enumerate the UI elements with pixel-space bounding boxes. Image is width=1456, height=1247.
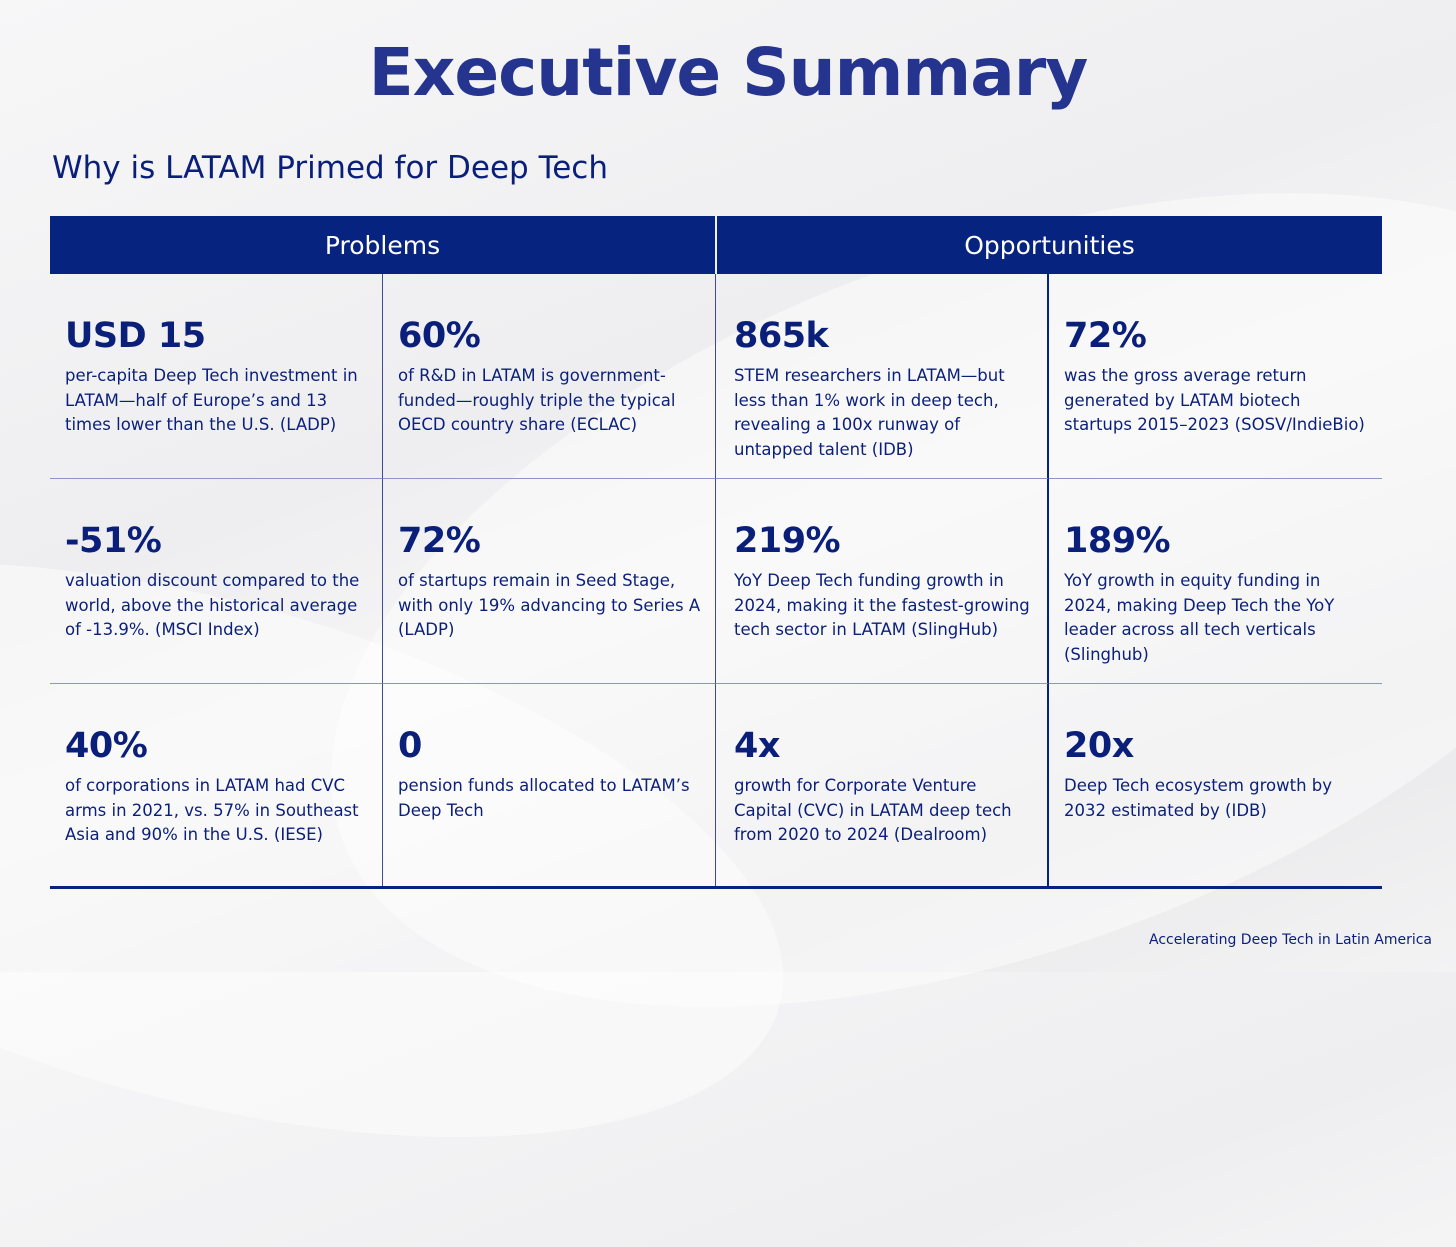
stat-value: 60% [398,316,481,356]
stat-value: -51% [65,521,162,561]
summary-grid: USD 15 per-capita Deep Tech investment in… [50,274,1382,889]
stat-description: valuation discount compared to the world… [65,571,360,639]
stat-description: YoY Deep Tech funding growth in 2024, ma… [734,571,1030,639]
stat-value: 0 [398,726,422,766]
stat-value: 865k [734,316,829,356]
stat-cell: 219% YoY Deep Tech funding growth in 2024… [716,479,1049,684]
stat-cell: USD 15 per-capita Deep Tech investment in… [50,274,383,479]
stat-cell: 72% of startups remain in Seed Stage, wit… [383,479,716,684]
stat-cell: 40% of corporations in LATAM had CVC arms… [50,684,383,886]
opportunities-header: Opportunities [717,216,1382,274]
stat-description: pension funds allocated to LATAM’s Deep … [398,776,690,820]
problems-header: Problems [50,216,715,274]
stat-cell: 189% YoY growth in equity funding in 2024… [1049,479,1382,684]
stat-description: per-capita Deep Tech investment in LATAM… [65,366,358,434]
footer-tagline: Accelerating Deep Tech in Latin America [1149,932,1432,948]
stat-value: 72% [1064,316,1147,356]
stat-cell: 20x Deep Tech ecosystem growth by 2032 es… [1049,684,1382,886]
stat-description: growth for Corporate Venture Capital (CV… [734,776,1012,844]
stat-cell: 60% of R&D in LATAM is government-funded—… [383,274,716,479]
stat-cell: -51% valuation discount compared to the w… [50,479,383,684]
stat-value: 4x [734,726,780,766]
stat-value: USD 15 [65,316,206,356]
stat-value: 219% [734,521,841,561]
page-subtitle: Why is LATAM Primed for Deep Tech [52,150,609,186]
stat-description: of startups remain in Seed Stage, with o… [398,571,701,639]
stat-cell: 72% was the gross average return generate… [1049,274,1382,479]
stat-description: of corporations in LATAM had CVC arms in… [65,776,359,844]
stat-value: 40% [65,726,148,766]
stat-cell: 4x growth for Corporate Venture Capital (… [716,684,1049,886]
stat-description: of R&D in LATAM is government-funded—rou… [398,366,676,434]
stat-value: 189% [1064,521,1171,561]
stat-description: STEM researchers in LATAM—but less than … [734,366,1005,459]
stat-cell: 865k STEM researchers in LATAM—but less t… [716,274,1049,479]
stat-cell: 0 pension funds allocated to LATAM’s Deep… [383,684,716,886]
stat-description: YoY growth in equity funding in 2024, ma… [1064,571,1335,664]
stat-value: 72% [398,521,481,561]
stat-description: was the gross average return generated b… [1064,366,1365,434]
stat-value: 20x [1064,726,1134,766]
stat-description: Deep Tech ecosystem growth by 2032 estim… [1064,776,1333,820]
page-title: Executive Summary [368,34,1089,111]
